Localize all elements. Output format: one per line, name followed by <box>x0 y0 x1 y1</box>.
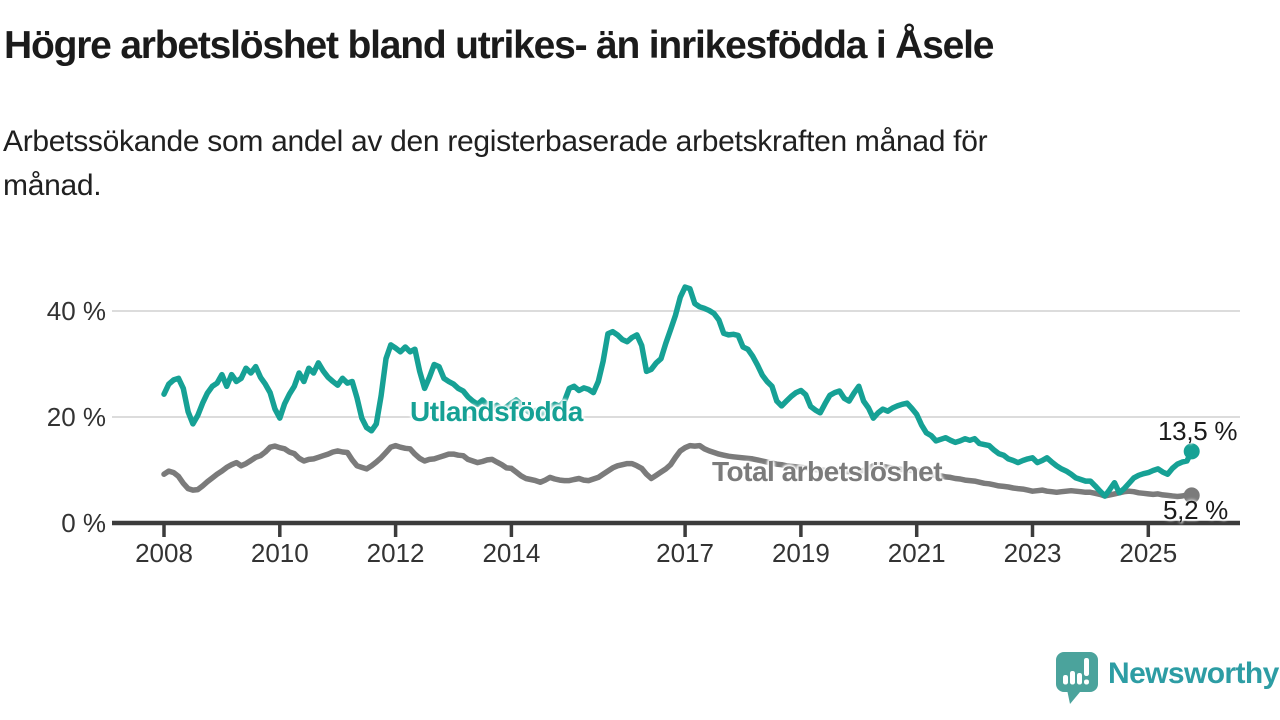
series-line-total-arbetsloshet <box>161 442 1195 500</box>
y-tick-label-40: 40 % <box>46 296 106 326</box>
logo-bar-2 <box>1070 671 1075 685</box>
newsworthy-logo: Newsworthy <box>1055 651 1279 704</box>
logo-bar-3 <box>1077 673 1082 685</box>
series-label-total-arbetsloshet: Total arbetslöshet <box>712 456 943 487</box>
y-tick-label-0: 0 % <box>61 508 106 538</box>
x-tick-label-2019: 2019 <box>771 538 830 568</box>
newsworthy-logo-icon <box>1056 652 1098 704</box>
subtitle: Arbetssökande som andel av den registerb… <box>3 120 988 208</box>
logo-exclamation-bar <box>1084 658 1089 676</box>
x-tick-label-2025: 2025 <box>1119 538 1178 568</box>
logo-bar-1 <box>1063 675 1068 685</box>
end-value-utlandsfodda: 13,5 % <box>1158 416 1238 446</box>
subtitle-line-1: Arbetssökande som andel av den registerb… <box>3 125 988 158</box>
x-axis <box>112 520 1240 537</box>
x-tick-label-2008: 2008 <box>135 538 193 568</box>
x-tick-label-2012: 2012 <box>366 538 425 568</box>
page-title: Högre arbetslöshet bland utrikes- än inr… <box>4 24 994 67</box>
x-tick-label-2017: 2017 <box>656 538 715 568</box>
y-tick-label-20: 20 % <box>46 402 106 432</box>
logo-exclamation-dot <box>1084 679 1089 685</box>
gridlines <box>112 310 1240 418</box>
x-tick-label-2021: 2021 <box>887 538 946 568</box>
end-value-total-arbetsloshet: 5,2 % <box>1163 495 1228 525</box>
x-tick-label-2023: 2023 <box>1003 538 1062 568</box>
subtitle-line-2: månad. <box>3 169 102 202</box>
end-dot-total-arbetsloshet <box>1183 487 1200 504</box>
newsworthy-logo-text: Newsworthy <box>1108 657 1279 690</box>
x-tick-label-2010: 2010 <box>250 538 309 568</box>
series-line-utlandsfodda <box>161 284 1195 499</box>
end-dot-utlandsfodda <box>1183 443 1200 460</box>
data-series <box>161 284 1200 504</box>
x-tick-label-2014: 2014 <box>482 538 541 568</box>
series-label-utlandsfodda: Utlandsfödda <box>410 396 583 427</box>
